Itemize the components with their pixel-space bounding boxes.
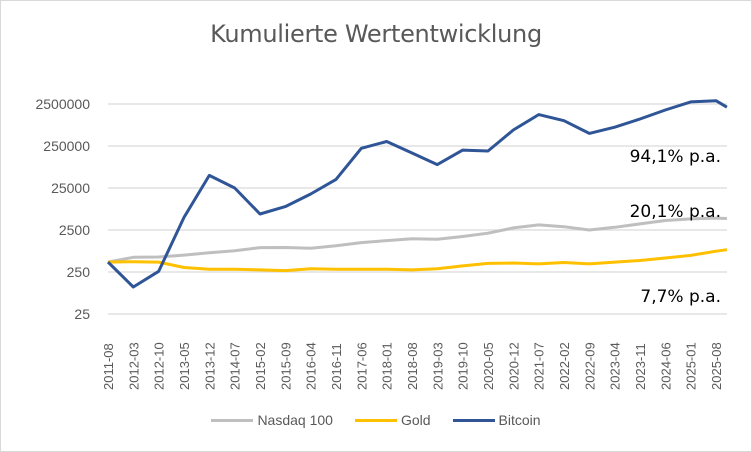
legend-item-bitcoin[interactable]: Bitcoin	[452, 412, 541, 428]
legend-swatch-bitcoin	[452, 418, 495, 422]
series-line-gold	[107, 248, 728, 273]
annotation-gold: 7,7% p.a.	[640, 287, 721, 307]
gridlines	[108, 103, 727, 315]
y-tick-label: 250000	[43, 138, 90, 154]
x-tick-label: 2020-05	[481, 342, 496, 390]
legend-swatch-nasdaq	[211, 418, 254, 422]
x-tick-label: 2024-06	[658, 342, 673, 390]
x-tick-label: 2020-12	[506, 342, 521, 390]
annotation-bitcoin: 94,1% p.a.	[630, 147, 721, 167]
y-tick-label: 25	[74, 306, 90, 322]
y-axis-ticks: 2500000 250000 25000 2500 250 25	[35, 96, 90, 322]
x-tick-label: 2012-10	[152, 342, 167, 390]
x-tick-label: 2025-01	[684, 342, 699, 390]
x-tick-label: 2018-01	[380, 342, 395, 390]
x-tick-label: 2015-09	[278, 342, 293, 390]
x-tick-label: 2025-08	[709, 342, 724, 390]
x-tick-label: 2013-05	[177, 342, 192, 390]
x-tick-label: 2012-03	[126, 342, 141, 390]
annotation-nasdaq: 20,1% p.a.	[630, 202, 721, 222]
series-line-bitcoin	[106, 99, 728, 289]
x-tick-label: 2021-07	[532, 342, 547, 390]
x-tick-label: 2023-04	[608, 342, 623, 390]
chart-title: Kumulierte Wertentwicklung	[210, 20, 542, 48]
legend-label-bitcoin: Bitcoin	[498, 412, 541, 428]
y-tick-label: 25000	[51, 180, 90, 196]
x-tick-label: 2011-08	[101, 343, 116, 390]
y-tick-label: 2500000	[35, 96, 90, 112]
x-axis-ticks: 2011-08 2012-03 2012-10 2013-05 2013-12 2014-…	[101, 342, 724, 390]
x-tick-label: 2022-09	[582, 342, 597, 390]
x-tick-label: 2013-12	[202, 342, 217, 390]
x-tick-label: 2014-07	[228, 342, 243, 390]
x-tick-label: 2019-03	[430, 342, 445, 390]
x-tick-label: 2018-08	[405, 342, 420, 390]
series-lines	[106, 99, 728, 289]
x-tick-label: 2019-10	[456, 342, 471, 390]
series-line-nasdaq-100	[107, 216, 727, 264]
x-tick-label: 2017-06	[354, 342, 369, 390]
x-tick-label: 2023-11	[633, 343, 648, 390]
x-tick-label: 2022-02	[557, 342, 572, 390]
legend-label-nasdaq: Nasdaq 100	[257, 412, 333, 428]
legend-item-nasdaq[interactable]: Nasdaq 100	[211, 412, 333, 428]
legend-item-gold[interactable]: Gold	[354, 412, 431, 428]
legend-swatch-gold	[354, 418, 397, 422]
legend-label-gold: Gold	[400, 412, 431, 428]
y-tick-label: 2500	[59, 222, 90, 238]
legend: Nasdaq 100 Gold Bitcoin	[0, 412, 752, 428]
x-tick-label: 2016-04	[304, 342, 319, 390]
x-tick-label: 2015-02	[253, 342, 268, 390]
y-tick-label: 250	[67, 264, 91, 280]
x-tick-label: 2016-11	[329, 343, 344, 390]
